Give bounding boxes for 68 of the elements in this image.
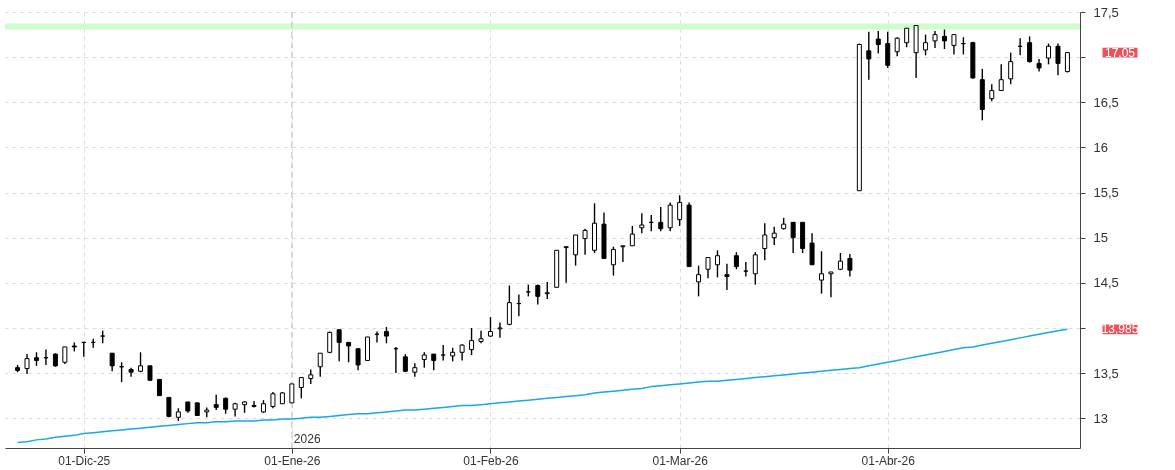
x-tick-label: 01-Mar-26: [652, 453, 709, 468]
candlestick: [317, 352, 323, 378]
x-tick-label: 01-Dic-25: [58, 453, 111, 468]
candlestick: [1008, 51, 1014, 85]
candlestick: [705, 256, 711, 279]
candlestick: [213, 394, 219, 411]
candlestick: [828, 271, 834, 298]
candlestick: [298, 376, 304, 400]
candlestick: [365, 336, 371, 361]
candlestick: [875, 30, 881, 55]
candlestick: [771, 226, 777, 246]
candlestick: [847, 253, 853, 278]
candlestick: [1055, 42, 1061, 76]
candlestick: [724, 263, 730, 291]
candlestick: [1027, 35, 1033, 64]
y-tick-label: 15,5: [1093, 185, 1119, 201]
candlestick: [487, 316, 493, 338]
text: 17,05: [1104, 45, 1136, 60]
candlestick: [610, 246, 616, 277]
y-tick-label: 15: [1093, 230, 1108, 246]
y-tick-label: 13,5: [1093, 365, 1119, 381]
candlestick: [346, 341, 352, 363]
candlestick: [658, 206, 664, 233]
candlestick: [667, 201, 673, 233]
candlestick: [336, 329, 342, 363]
candlestick: [629, 225, 635, 247]
candlestick: [696, 264, 702, 298]
text: 13,985: [1101, 322, 1139, 337]
ref-line-label: 2026: [293, 432, 321, 446]
candlestick: [743, 261, 749, 278]
y-tick-label: 16,5: [1093, 94, 1119, 110]
candlestick: [469, 327, 475, 356]
candlestick: [582, 227, 588, 256]
x-tick-label: 01-Feb-26: [463, 453, 519, 468]
candlestick: [819, 250, 825, 295]
y-tick-label: 16: [1093, 139, 1108, 155]
candlestick: [714, 249, 720, 279]
candlestick: [790, 221, 796, 254]
candlestick: [904, 27, 910, 48]
candlestick: [941, 28, 947, 50]
candlestick: [506, 284, 512, 326]
candlestick: [894, 36, 900, 57]
candlestick: [885, 31, 891, 69]
candlestick: [951, 33, 957, 56]
candlestick: [639, 212, 645, 234]
line-series: [16, 328, 1069, 444]
candlestick: [1046, 42, 1052, 66]
candlestick: [752, 251, 758, 286]
candlestick: [563, 246, 569, 284]
candlestick: [762, 222, 768, 261]
candlestick: [923, 33, 929, 57]
candlestick: [620, 245, 626, 263]
x-tick-label: 01-Abr-26: [861, 453, 916, 468]
y-tick-label: 17,5: [1093, 4, 1119, 20]
candlestick: [109, 352, 115, 372]
candlestick: [677, 194, 683, 227]
y-tick-label: 14,5: [1093, 275, 1119, 291]
candlestick: [497, 321, 503, 339]
candlestick: [24, 353, 30, 375]
y-tick-label: 13: [1093, 410, 1108, 426]
candlestick: [440, 344, 446, 362]
candlestick: [289, 383, 295, 404]
candlestick: [809, 232, 815, 266]
candlestick: [866, 31, 872, 81]
x-tick-label: 01-Ene-26: [264, 453, 321, 468]
candlestick: [355, 348, 361, 372]
candlestick: [573, 234, 579, 267]
candlestick: [998, 63, 1004, 92]
